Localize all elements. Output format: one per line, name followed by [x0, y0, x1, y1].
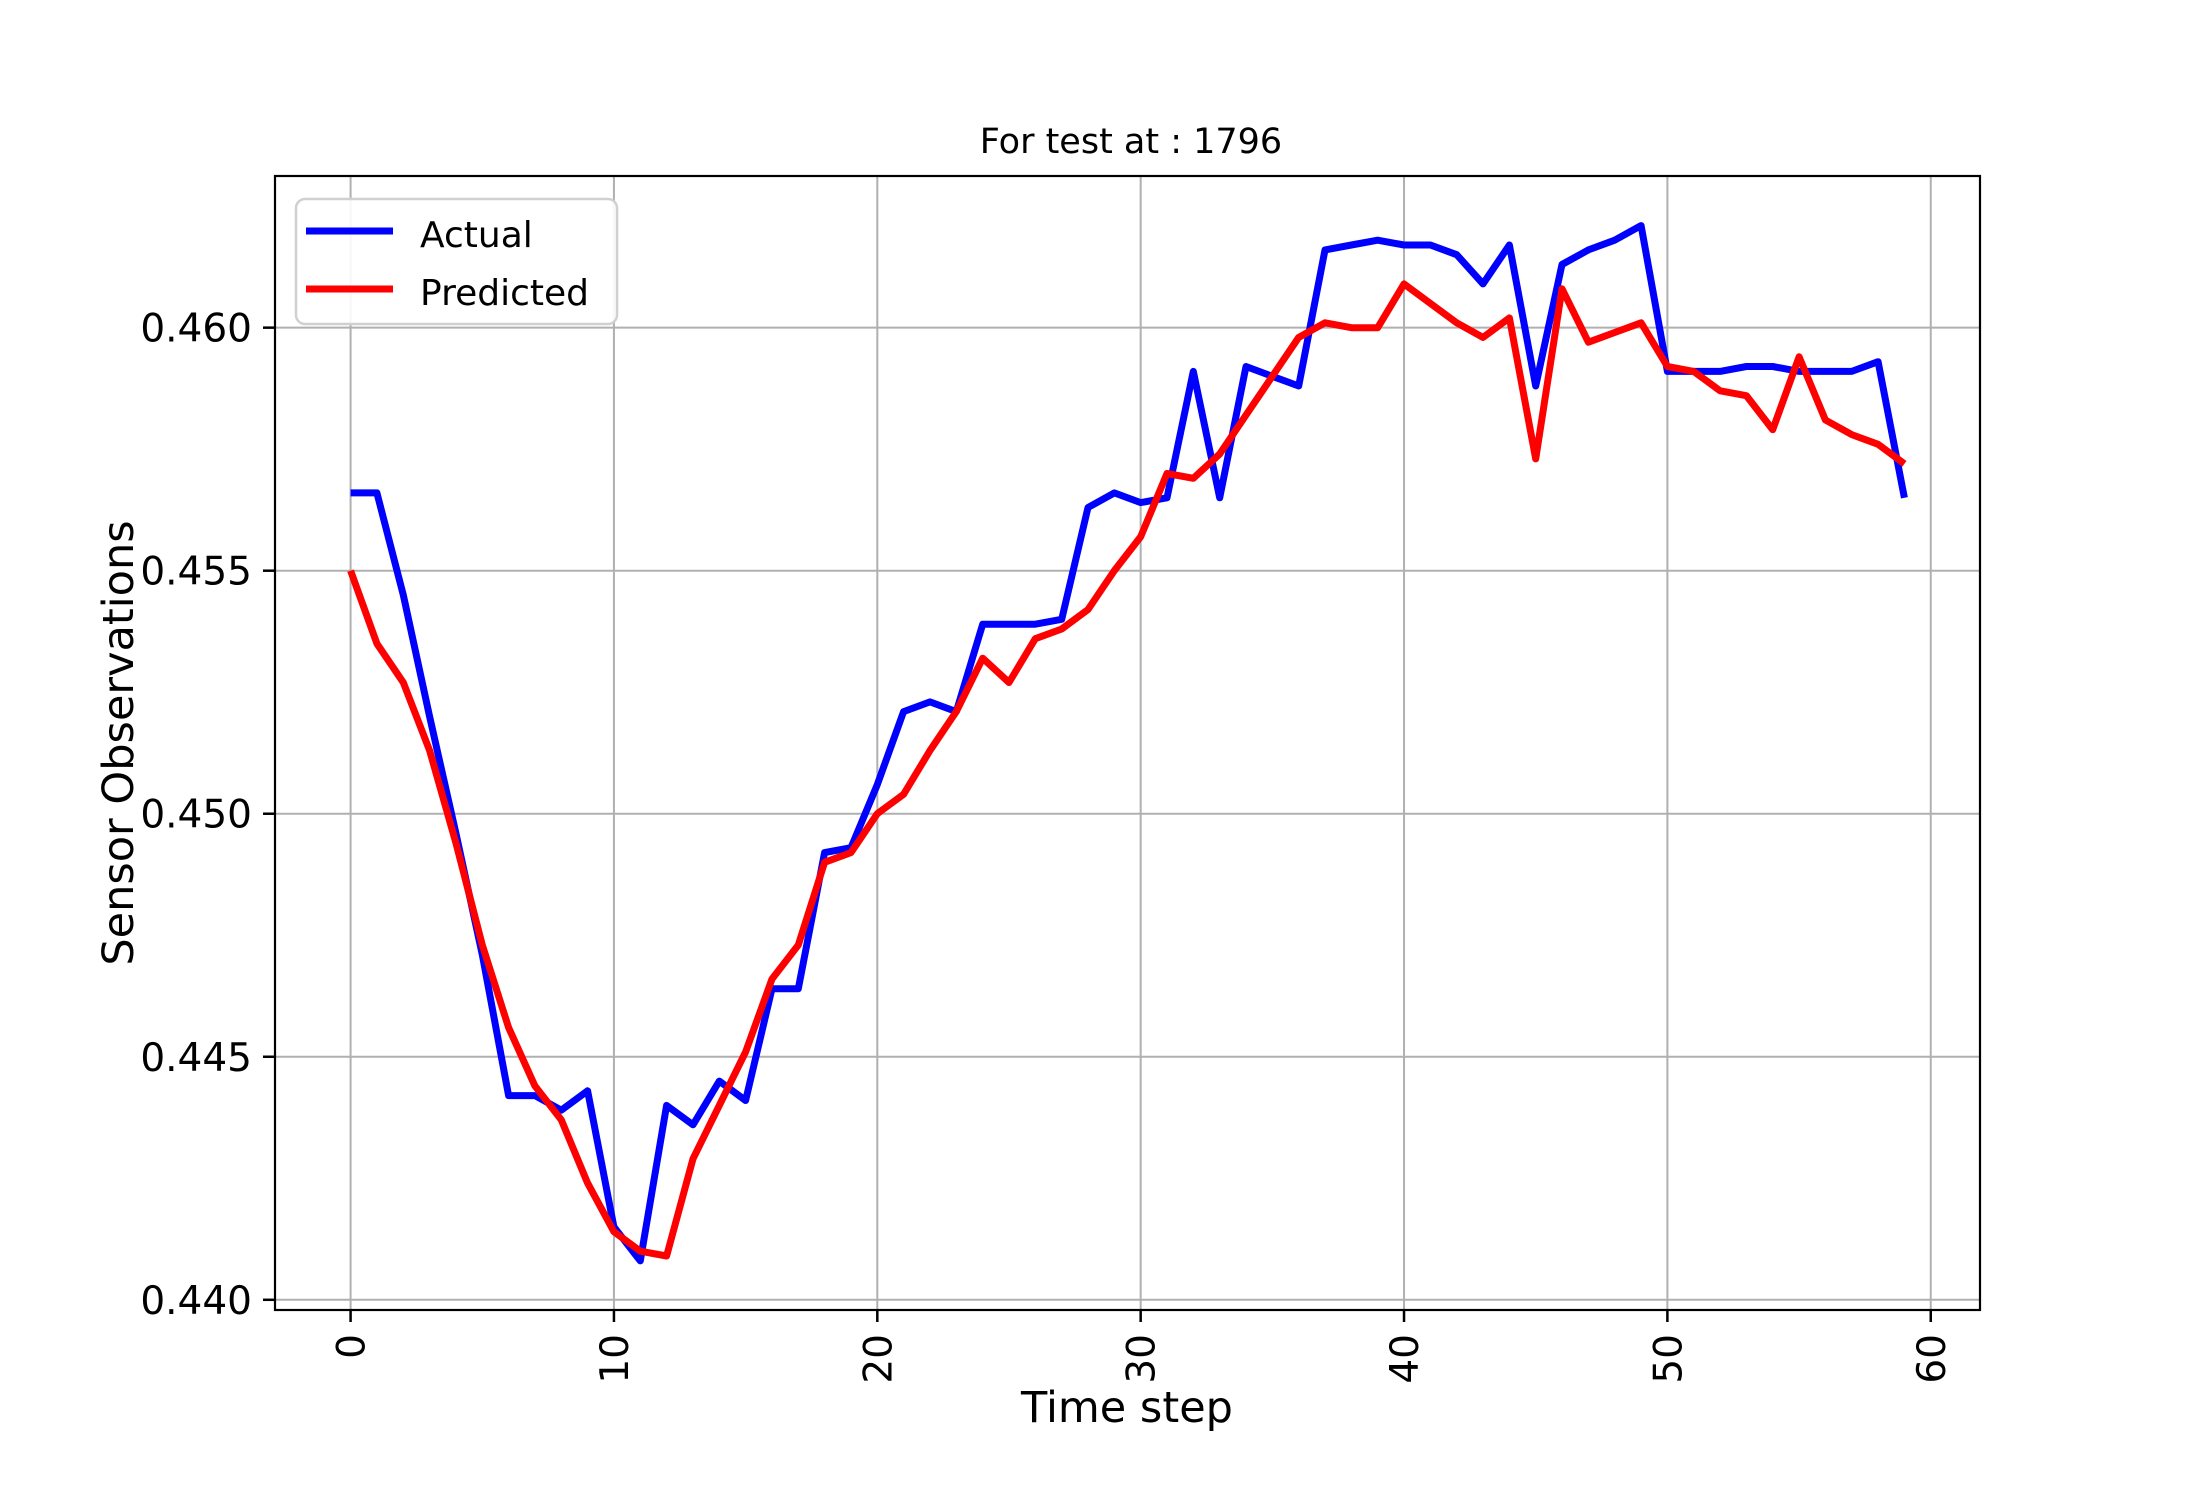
- axis-ticks: [263, 326, 1933, 1322]
- x-tick-label: 20: [856, 1334, 901, 1384]
- y-tick-label: 0.440: [140, 1279, 252, 1324]
- axis-tick-labels: 0 10 20 30 40 50 60 0.440 0.445 0.450 0.455 0.460: [140, 307, 1954, 1384]
- x-tick-label: 10: [593, 1334, 638, 1384]
- chart-title: For test at : 1796: [980, 122, 1282, 162]
- y-axis-label: Sensor Observations: [94, 520, 144, 965]
- x-tick-label: 40: [1383, 1334, 1428, 1384]
- y-tick-label: 0.455: [140, 550, 252, 595]
- x-tick-label: 60: [1910, 1334, 1955, 1384]
- x-axis-label: Time step: [1020, 1383, 1233, 1433]
- plot-area: [275, 176, 1980, 1310]
- axes-spines: [273, 174, 1982, 1312]
- x-tick-label: 50: [1646, 1334, 1691, 1384]
- x-tick-label: 0: [330, 1334, 375, 1359]
- y-tick-label: 0.450: [140, 793, 252, 838]
- series-line-predicted: [347, 280, 1907, 1260]
- legend-label-predicted: Predicted: [420, 273, 589, 314]
- y-tick-label: 0.445: [140, 1036, 252, 1081]
- y-tick-label: 0.460: [140, 307, 252, 352]
- data-series: [347, 222, 1908, 1265]
- legend-label-actual: Actual: [420, 215, 533, 256]
- legend: Actual Predicted: [294, 197, 619, 326]
- x-tick-label: 30: [1120, 1334, 1165, 1384]
- series-line-actual: [350, 222, 1908, 1265]
